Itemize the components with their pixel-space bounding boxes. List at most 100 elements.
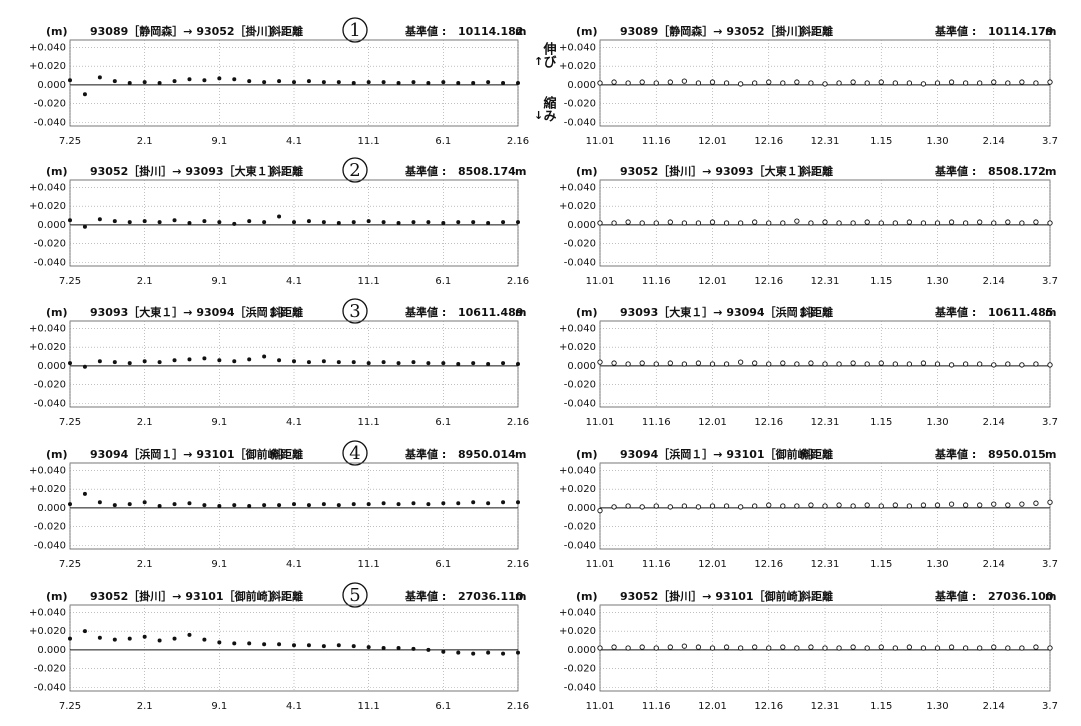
data-point: [157, 81, 162, 85]
data-point: [456, 501, 461, 506]
x-tick-label: 2.14: [983, 701, 1005, 712]
data-point: [625, 645, 631, 651]
data-point: [639, 79, 645, 85]
data-point: [878, 79, 884, 85]
data-point: [172, 636, 177, 641]
data-point: [142, 219, 147, 224]
x-tick-label: 9.1: [211, 559, 227, 570]
ref-value: 27036.110: [458, 590, 524, 603]
circle-label: 2: [349, 160, 360, 181]
data-point: [653, 80, 659, 86]
ref-label: 基準値 :: [934, 305, 976, 319]
data-point: [426, 81, 431, 85]
data-point: [920, 502, 927, 508]
y-tick-label: -0.020: [564, 522, 596, 533]
data-point: [97, 217, 102, 222]
data-point: [97, 75, 102, 80]
data-point: [625, 361, 631, 367]
data-point: [667, 79, 673, 85]
data-point: [217, 640, 222, 645]
ref-value: 10611.489: [458, 306, 523, 319]
data-point: [232, 641, 237, 646]
data-point: [752, 219, 758, 225]
x-tick-label: 2.1: [137, 417, 153, 428]
x-tick-label: 1.15: [870, 559, 892, 570]
data-point: [292, 220, 296, 225]
data-point: [892, 80, 898, 86]
data-point: [878, 220, 884, 226]
data-point: [486, 501, 491, 506]
data-point: [97, 359, 102, 364]
data-point: [906, 219, 913, 225]
data-point: [426, 220, 431, 225]
data-point: [396, 81, 401, 85]
y-tick-label: 0.000: [37, 645, 66, 656]
x-tick-label: 2.1: [137, 276, 153, 287]
data-point: [217, 76, 222, 81]
baseline-title: 93089［静岡森］→ 93052［掛川］: [90, 24, 279, 38]
data-point: [808, 502, 814, 508]
data-point: [321, 644, 326, 649]
data-point: [396, 221, 401, 225]
data-point: [232, 221, 237, 226]
data-point: [441, 649, 446, 654]
data-point: [906, 644, 913, 650]
x-tick-label: 4.1: [286, 559, 302, 570]
data-point: [112, 360, 117, 365]
ref-value: 8950.014: [458, 448, 516, 461]
y-tick-label: +0.020: [29, 626, 66, 637]
ref-unit: m: [1045, 25, 1056, 38]
data-point: [695, 504, 702, 510]
data-point: [794, 645, 800, 651]
x-tick-label: 3.7: [1042, 701, 1058, 712]
y-tick-label: +0.020: [559, 484, 596, 495]
data-point: [232, 503, 237, 508]
x-tick-label: 6.1: [435, 276, 451, 287]
x-tick-label: 1.15: [870, 417, 892, 428]
data-point: [1005, 502, 1011, 508]
x-tick-label: 3.7: [1042, 559, 1058, 570]
data-point: [1047, 499, 1053, 505]
data-point: [948, 79, 955, 85]
ref-unit: m: [515, 165, 526, 178]
data-point: [977, 502, 983, 508]
data-point: [1047, 79, 1053, 85]
y-tick-label: +0.020: [29, 342, 66, 353]
y-tick-label: -0.020: [34, 99, 66, 110]
baseline-title: 93052［掛川］→ 93093［大東１］: [620, 164, 809, 178]
data-point: [878, 503, 884, 509]
data-point: [977, 645, 983, 651]
data-point: [822, 645, 828, 651]
x-tick-label: 2.16: [507, 559, 529, 570]
y-tick-label: 0.000: [567, 361, 596, 372]
x-tick-label: 11.01: [586, 559, 615, 570]
y-tick-label: 0.000: [567, 80, 596, 91]
data-point: [142, 634, 147, 639]
data-point: [127, 81, 132, 85]
data-point: [277, 79, 282, 84]
data-point: [277, 214, 282, 219]
x-tick-label: 2.14: [983, 417, 1005, 428]
x-tick-label: 9.1: [211, 276, 227, 287]
data-point: [991, 501, 997, 507]
data-point: [695, 220, 702, 226]
x-tick-label: 12.01: [698, 136, 727, 147]
unit-label: (m): [46, 448, 68, 461]
measure-label: 斜距離: [799, 447, 833, 461]
y-tick-label: +0.040: [559, 607, 596, 618]
data-point: [822, 361, 828, 367]
data-point: [127, 636, 132, 641]
ref-label: 基準値 :: [934, 447, 976, 461]
data-point: [82, 491, 87, 496]
data-point: [292, 643, 296, 648]
baseline-title: 93093［大東１］→ 93094［浜岡１］: [620, 305, 820, 319]
data-point: [864, 361, 870, 367]
data-point: [381, 80, 386, 85]
x-tick-label: 6.1: [435, 701, 451, 712]
data-point: [202, 503, 207, 508]
data-point: [920, 645, 927, 651]
x-tick-label: 7.25: [59, 136, 81, 147]
data-point: [808, 360, 814, 366]
data-point: [501, 361, 506, 366]
y-tick-label: 0.000: [37, 80, 66, 91]
